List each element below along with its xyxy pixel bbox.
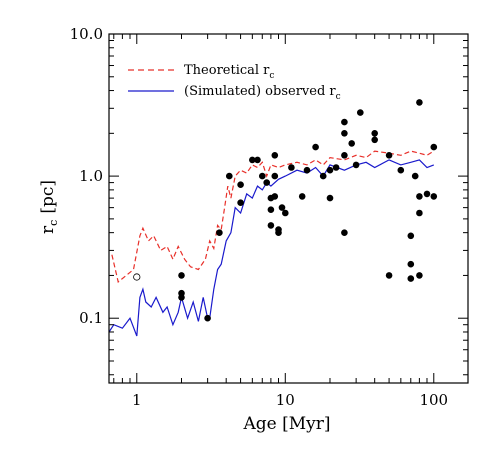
- data-point: [282, 209, 289, 217]
- y-axis-label-main: r: [38, 225, 58, 234]
- data-point: [326, 166, 334, 174]
- data-point: [416, 99, 423, 106]
- data-point: [226, 172, 233, 180]
- data-point: [326, 194, 334, 202]
- y-axis-label-sub: c: [47, 220, 60, 226]
- data-point: [385, 272, 393, 279]
- axis-frame: [108, 33, 469, 384]
- data-point: [352, 161, 360, 169]
- svg-text:rc[pc]: rc [pc]: [38, 180, 60, 234]
- data-point: [341, 130, 348, 137]
- data-point: [237, 199, 244, 206]
- data-point: [407, 260, 415, 268]
- series-line-theoretical: [111, 150, 435, 283]
- data-point: [254, 156, 261, 164]
- data-point: [237, 181, 244, 188]
- data-point: [407, 232, 415, 240]
- data-point: [249, 156, 256, 164]
- data-point: [397, 166, 405, 174]
- y-tick-label: 1.0: [79, 167, 103, 185]
- data-point: [341, 229, 348, 236]
- data-point: [332, 164, 340, 171]
- x-tick-label: 10: [276, 391, 295, 409]
- x-tick-label: 100: [419, 391, 448, 409]
- data-point: [271, 152, 279, 159]
- data-point: [430, 193, 438, 200]
- data-point: [267, 222, 275, 229]
- data-point: [259, 172, 266, 180]
- y-axis-label: rc [pc]: [38, 180, 60, 234]
- data-point: [341, 118, 348, 126]
- x-axis-label: Age [Myr]: [242, 414, 330, 434]
- data-point: [423, 190, 431, 198]
- data-point: [371, 136, 379, 144]
- plot-frame: [108, 33, 469, 384]
- data-point: [267, 206, 275, 213]
- data-point: [407, 275, 415, 282]
- data-point: [204, 314, 211, 322]
- series-line-observed: [109, 159, 435, 337]
- y-tick-label: 0.1: [79, 309, 103, 327]
- data-point: [430, 143, 438, 151]
- x-tick-label: 1: [132, 391, 142, 409]
- ticks: [109, 33, 468, 383]
- data-point: [278, 204, 286, 211]
- legend-label-observed: (Simulated) observed rc: [184, 84, 341, 102]
- legend-label-theoretical: Theoretical rc: [184, 63, 274, 81]
- data-point: [288, 164, 295, 171]
- data-point: [178, 272, 185, 279]
- data-point: [178, 294, 185, 301]
- data-point: [385, 152, 393, 159]
- data-point: [341, 152, 348, 159]
- data-point: [271, 172, 279, 180]
- data-point: [275, 229, 282, 236]
- data-point: [411, 172, 419, 180]
- data-point: [348, 140, 356, 147]
- y-axis-label-unit: [pc]: [38, 180, 58, 214]
- data-point: [357, 109, 364, 116]
- data-point: [263, 179, 271, 186]
- data-point: [416, 193, 423, 200]
- data-point: [271, 193, 279, 200]
- open-data-point: [133, 273, 141, 281]
- data-point: [371, 130, 379, 137]
- data-point: [319, 172, 327, 180]
- data-point: [298, 193, 306, 200]
- data-point: [312, 143, 319, 151]
- data-point: [416, 209, 423, 217]
- y-tick-label: 10.0: [70, 25, 103, 43]
- plot-area: [109, 99, 438, 337]
- data-point: [303, 166, 311, 174]
- data-point: [416, 272, 423, 279]
- legend: Theoretical rc (Simulated) observed rc: [128, 63, 341, 102]
- data-point: [216, 229, 223, 236]
- tick-labels: 1 10 100 0.1 1.0 10.0: [70, 25, 449, 409]
